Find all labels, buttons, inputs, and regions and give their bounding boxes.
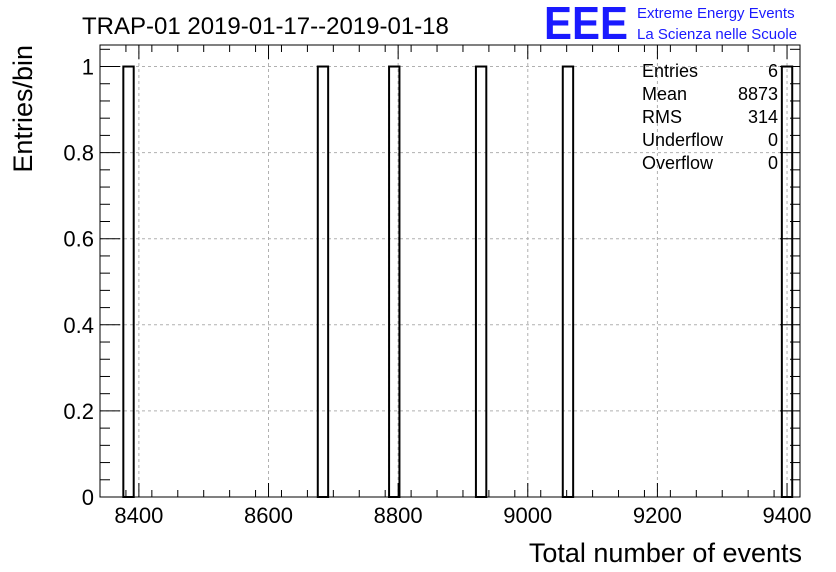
x-tick-label: 9000 — [503, 503, 552, 528]
x-tick-label: 8800 — [374, 503, 423, 528]
histogram-bar — [122, 65, 135, 499]
stats-value: 0 — [768, 153, 778, 173]
y-axis-label: Entries/bin — [8, 45, 38, 173]
stats-value: 314 — [748, 107, 778, 127]
stats-label: Mean — [642, 84, 687, 104]
histogram-bar — [316, 65, 330, 499]
stats-value: 6 — [768, 61, 778, 81]
eee-logo-line2: La Scienza nelle Scuole — [637, 26, 797, 43]
stats-label: Entries — [642, 61, 698, 81]
x-tick-label: 9400 — [763, 503, 812, 528]
grid-lines — [100, 45, 800, 497]
y-tick-labels: 0 0.2 0.4 0.6 0.8 1 — [63, 55, 94, 510]
stats-value: 0 — [768, 130, 778, 150]
x-axis-label: Total number of events — [529, 538, 802, 568]
histogram-bar — [474, 65, 488, 499]
y-tick-label: 0.4 — [63, 313, 94, 338]
y-tick-label: 0.2 — [63, 399, 94, 424]
y-tick-label: 0.6 — [63, 227, 94, 252]
eee-logo-line1: Extreme Energy Events — [637, 5, 795, 22]
stats-label: Overflow — [642, 153, 714, 173]
y-tick-label: 1 — [82, 55, 94, 80]
y-tick-label: 0.8 — [63, 141, 94, 166]
x-tick-label: 9200 — [633, 503, 682, 528]
stats-value: 8873 — [738, 84, 778, 104]
stats-box: Entries 6 Mean 8873 RMS 314 Underflow 0 Overflow… — [642, 61, 778, 173]
stats-label: Underflow — [642, 130, 724, 150]
eee-logo-mark: EEE — [544, 0, 628, 49]
eee-logo: EEE Extreme Energy Events La Scienza nel… — [544, 0, 797, 49]
plot-area: 8400 8600 8800 9000 9200 9400 0 0.2 0.4 0.6 0.8 1 — [63, 44, 812, 528]
axis-ticks — [99, 45, 801, 498]
y-tick-label: 0 — [82, 485, 94, 510]
chart-title: TRAP-01 2019-01-17--2019-01-18 — [82, 13, 449, 40]
stats-label: RMS — [642, 107, 682, 127]
x-tick-label: 8600 — [244, 503, 293, 528]
histogram-bar — [561, 65, 575, 499]
plot-frame — [99, 44, 801, 498]
x-tick-labels: 8400 8600 8800 9000 9200 9400 — [114, 503, 811, 528]
x-tick-label: 8400 — [114, 503, 163, 528]
